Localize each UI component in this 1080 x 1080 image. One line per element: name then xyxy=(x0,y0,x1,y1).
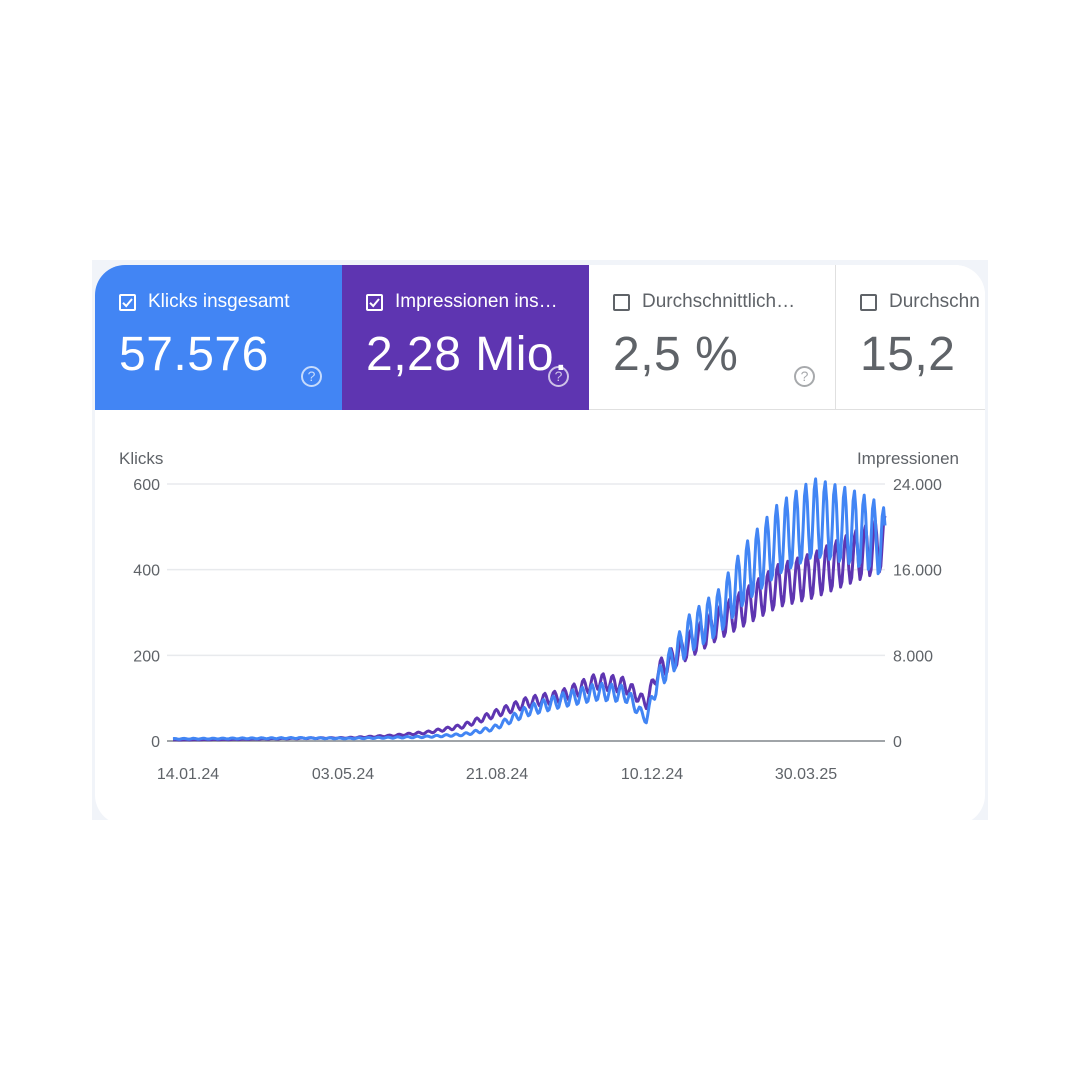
metric-label-row: Impressionen ins… xyxy=(366,291,558,313)
x-tick-label: 10.12.24 xyxy=(621,766,683,783)
help-icon[interactable]: ? xyxy=(301,366,322,387)
right-tick-label: 0 xyxy=(893,734,902,751)
metric-label: Klicks insgesamt xyxy=(148,291,290,312)
metric-label: Durchschn xyxy=(889,291,980,312)
x-tick-label: 14.01.24 xyxy=(157,766,219,783)
metric-tile-impressionen[interactable]: Impressionen ins… 2,28 Mio. ? xyxy=(342,265,589,410)
checkbox-icon[interactable] xyxy=(366,293,383,311)
performance-card: Klicks insgesamt 57.576 ? Impressionen i… xyxy=(95,265,985,825)
right-axis-title: Impressionen xyxy=(857,449,959,468)
left-tick-label: 0 xyxy=(151,734,160,751)
metric-label: Impressionen ins… xyxy=(395,291,558,312)
series-lines xyxy=(172,477,887,742)
left-tick-label: 400 xyxy=(133,563,160,580)
metric-value: 2,5 % xyxy=(613,328,739,381)
left-tick-label: 200 xyxy=(133,648,160,665)
metric-tile-position[interactable]: Durchschn 15,2 xyxy=(836,265,985,410)
metric-label: Durchschnittlich… xyxy=(642,291,796,312)
metric-label-row: Durchschnittlich… xyxy=(613,291,795,313)
checkbox-icon[interactable] xyxy=(613,293,630,311)
help-icon[interactable]: ? xyxy=(548,366,569,387)
series-line-klicks xyxy=(172,477,887,741)
metric-label-row: Durchschn xyxy=(860,291,980,313)
right-tick-label: 8.000 xyxy=(893,648,933,665)
metric-value: 2,28 Mio. xyxy=(366,328,568,381)
right-tick-label: 16.000 xyxy=(893,563,942,580)
metric-label-row: Klicks insgesamt xyxy=(119,291,290,313)
metric-value: 15,2 xyxy=(860,328,956,381)
x-tick-label: 21.08.24 xyxy=(466,766,528,783)
grid xyxy=(167,483,885,742)
checkbox-icon[interactable] xyxy=(119,293,136,311)
performance-chart: Klicks Impressionen 0 0 200 8.000 400 16.000 6… xyxy=(119,449,959,783)
metric-tile-ctr[interactable]: Durchschnittlich… 2,5 % ? xyxy=(589,265,836,410)
x-tick-label: 03.05.24 xyxy=(312,766,374,783)
checkbox-icon[interactable] xyxy=(860,293,877,311)
metric-tile-klicks[interactable]: Klicks insgesamt 57.576 ? xyxy=(95,265,342,410)
help-icon[interactable]: ? xyxy=(794,366,815,387)
left-tick-label: 600 xyxy=(133,477,160,494)
metric-tiles: Klicks insgesamt 57.576 ? Impressionen i… xyxy=(95,265,985,410)
metric-value: 57.576 xyxy=(119,328,269,381)
axis-ticks: 0 0 200 8.000 400 16.000 600 24.000 14.01.24 03.0… xyxy=(133,477,942,783)
x-tick-label: 30.03.25 xyxy=(775,766,837,783)
left-axis-title: Klicks xyxy=(119,449,163,468)
right-tick-label: 24.000 xyxy=(893,477,942,494)
